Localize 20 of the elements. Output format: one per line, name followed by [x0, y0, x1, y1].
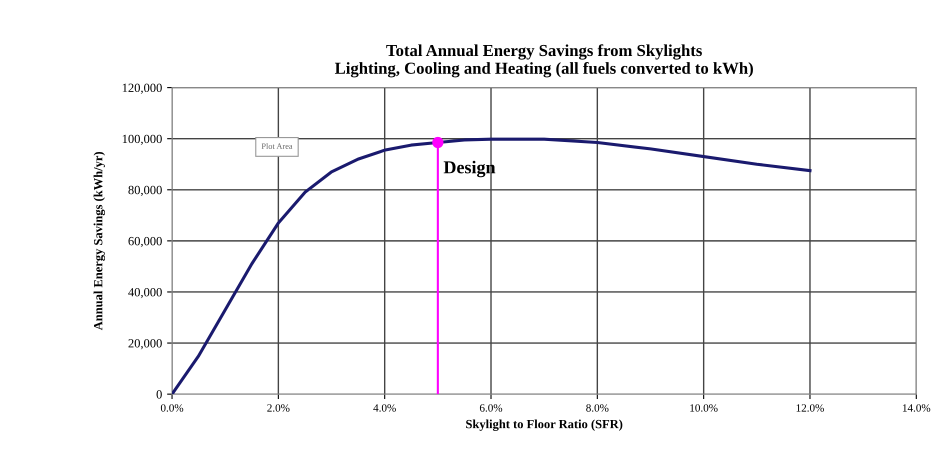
x-tick-label: 14.0% [902, 404, 930, 412]
y-tick-label: 0 [156, 390, 162, 399]
y-tick-label: 40,000 [128, 288, 162, 298]
x-tick-label: 6.0% [480, 404, 502, 412]
annotation: Plot Area [262, 143, 292, 149]
x-tick-label: 8.0% [586, 404, 609, 412]
y-tick-label: 120,000 [122, 84, 162, 94]
y-tick-label: 80,000 [128, 186, 162, 196]
x-tick-label: 4.0% [373, 404, 396, 412]
line-series [172, 138, 812, 394]
y-tick-label: 100,000 [122, 134, 162, 145]
chart-title: Total Annual Energy Savings from Skylights Lighting, Cooling and Heating (all fuels converted to kWh) [334, 44, 753, 78]
y-tick-label: 20,000 [128, 339, 162, 350]
x-tick-label: 2.0% [267, 404, 290, 412]
x-axis-title: Skylight to Floor Ratio (SFR) [466, 420, 622, 431]
y-axis-title: Annual Energy Savings (kWh/yr) [94, 152, 106, 330]
x-tick-label: 12.0% [796, 404, 824, 412]
x-tick-label: 0.0% [160, 404, 184, 412]
x-tick-label: 10.0% [690, 404, 718, 412]
y-tick-label: 60,000 [128, 236, 162, 248]
